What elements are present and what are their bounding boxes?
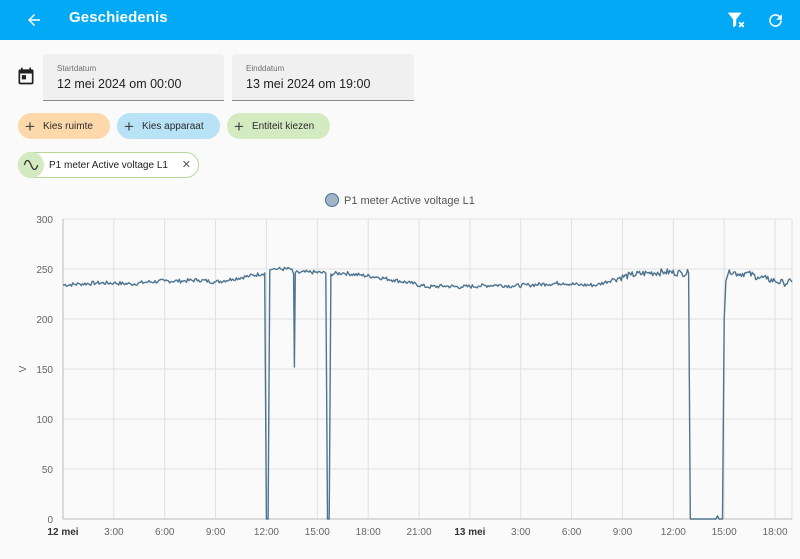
refresh-button[interactable] xyxy=(761,6,789,34)
entity-icon-wrap xyxy=(18,152,44,178)
selected-entity-chip[interactable]: P1 meter Active voltage L1 ✕ xyxy=(18,152,199,178)
end-date-field[interactable]: Einddatum 13 mei 2024 om 19:00 xyxy=(232,54,414,101)
legend-label: P1 meter Active voltage L1 xyxy=(344,195,475,207)
end-date-label: Einddatum xyxy=(246,64,285,73)
x-tick-label: 15:00 xyxy=(305,527,330,538)
arrow-left-icon xyxy=(28,14,40,26)
clear-filter-button[interactable] xyxy=(722,6,750,34)
x-tick-label: 12 mei xyxy=(47,527,78,538)
choose-area-button[interactable]: + Kies ruimte xyxy=(18,113,110,139)
choose-entity-label: Entiteit kiezen xyxy=(251,120,315,132)
start-date-label: Startdatum xyxy=(57,64,97,73)
plus-icon: + xyxy=(234,116,244,136)
y-tick-label: 300 xyxy=(36,215,53,226)
x-tick-label: 18:00 xyxy=(763,527,788,538)
x-tick-label: 12:00 xyxy=(254,527,279,538)
x-tick-label: 9:00 xyxy=(613,527,633,538)
x-tick-label: 12:00 xyxy=(661,527,686,538)
voltage-chart: P1 meter Active voltage L1 0 50 100 150 200 25… xyxy=(18,193,793,538)
x-tick-label: 3:00 xyxy=(511,527,531,538)
y-tick-label: 150 xyxy=(36,365,53,376)
page-title: Geschiedenis xyxy=(69,9,168,26)
x-tick-label: 15:00 xyxy=(712,527,737,538)
choose-device-label: Kies apparaat xyxy=(141,120,204,132)
x-tick-label: 18:00 xyxy=(356,527,381,538)
y-tick-label: 0 xyxy=(47,515,53,526)
selected-entity-name: P1 meter Active voltage L1 xyxy=(49,159,168,171)
calendar-icon xyxy=(18,67,34,85)
choose-device-button[interactable]: + Kies apparaat xyxy=(117,113,220,139)
choose-entity-button[interactable]: + Entiteit kiezen xyxy=(227,113,330,139)
filter-remove-icon xyxy=(727,12,745,28)
x-tick-label: 9:00 xyxy=(206,527,226,538)
close-icon[interactable]: ✕ xyxy=(181,159,191,171)
start-date-field[interactable]: Startdatum 12 mei 2024 om 00:00 xyxy=(43,54,224,101)
sine-wave-icon xyxy=(23,159,39,171)
y-tick-label: 100 xyxy=(36,415,53,426)
x-tick-label: 21:00 xyxy=(407,527,432,538)
start-date-value: 12 mei 2024 om 00:00 xyxy=(57,77,182,91)
back-button[interactable] xyxy=(20,6,48,34)
y-tick-label: 250 xyxy=(36,265,53,276)
plus-icon: + xyxy=(25,116,35,136)
refresh-icon xyxy=(768,13,782,27)
x-tick-label: 3:00 xyxy=(104,527,124,538)
x-tick-label: 6:00 xyxy=(155,527,175,538)
plus-icon: + xyxy=(124,116,134,136)
series-line xyxy=(63,266,793,520)
choose-area-label: Kies ruimte xyxy=(42,120,93,132)
y-axis-label: V xyxy=(18,365,29,372)
app-bar: Geschiedenis xyxy=(0,0,800,40)
end-date-value: 13 mei 2024 om 19:00 xyxy=(246,77,371,91)
y-tick-label: 50 xyxy=(42,465,54,476)
legend-marker xyxy=(325,193,339,207)
x-tick-label: 6:00 xyxy=(562,527,582,538)
y-tick-label: 200 xyxy=(36,315,53,326)
x-tick-label: 13 mei xyxy=(454,527,485,538)
